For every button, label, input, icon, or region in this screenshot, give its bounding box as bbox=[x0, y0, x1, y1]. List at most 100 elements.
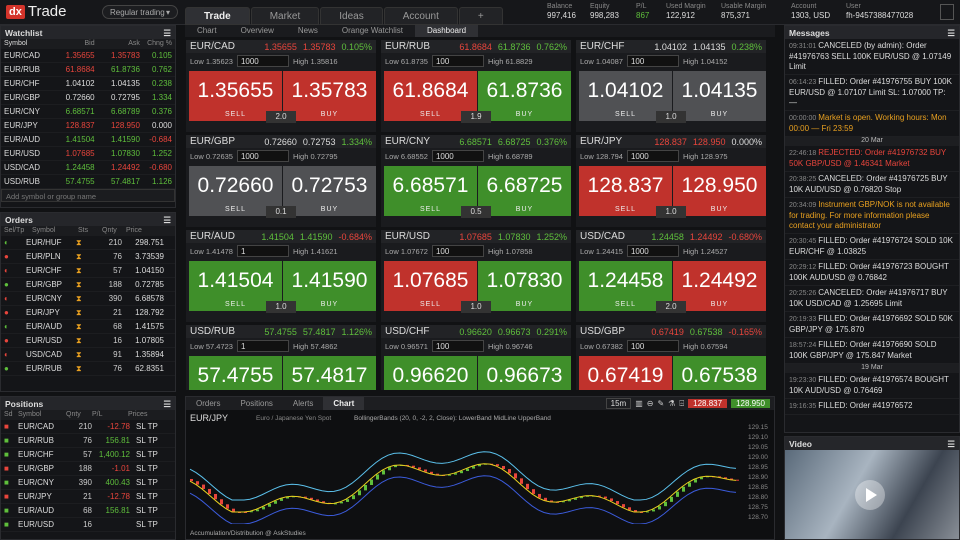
sub-tab-news[interactable]: News bbox=[297, 26, 318, 35]
menu-icon[interactable]: ☰ bbox=[163, 215, 171, 225]
order-row[interactable]: ● EUR/PLN ⧗ 76 3.73539 bbox=[1, 250, 175, 264]
candle-type-icon[interactable]: ▥ bbox=[635, 399, 643, 408]
buy-button[interactable]: 0.67538BUY bbox=[673, 356, 766, 390]
message-item[interactable]: 20:29:12 FILLED: Order #41976723 BOUGHT … bbox=[785, 260, 959, 286]
window-icon[interactable] bbox=[940, 4, 954, 20]
menu-icon[interactable]: ☰ bbox=[947, 439, 955, 449]
watchlist-row[interactable]: EUR/RUB 61.8684 61.8736 0.762 bbox=[1, 63, 175, 77]
amount-select[interactable]: 100 bbox=[431, 340, 484, 352]
position-row[interactable]: ■ EUR/GBP 188 -1.01 SL TP bbox=[1, 462, 175, 476]
main-tab-add[interactable]: + bbox=[458, 7, 503, 25]
add-symbol-input[interactable]: Add symbol or group name bbox=[1, 189, 175, 202]
watchlist-row[interactable]: EUR/CHF 1.04102 1.04135 0.238 bbox=[1, 77, 175, 91]
sell-button[interactable]: 0.67419SELL bbox=[579, 356, 672, 390]
position-row[interactable]: ■ EUR/CHF 57 1,400.12 SL TP bbox=[1, 448, 175, 462]
order-row[interactable]: ◐ EUR/CNY ⧗ 390 6.68578 bbox=[1, 292, 175, 306]
watchlist-row[interactable]: EUR/CAD 1.35655 1.35783 0.105 bbox=[1, 49, 175, 63]
position-row[interactable]: ■ EUR/RUB 76 156.81 SL TP bbox=[1, 434, 175, 448]
order-row[interactable]: ◐ EUR/CHF ⧗ 57 1.04150 bbox=[1, 264, 175, 278]
main-tab-market[interactable]: Market bbox=[250, 7, 320, 25]
sl-tp-buttons[interactable]: SL TP bbox=[136, 478, 158, 487]
sell-button[interactable]: 57.4755SELL bbox=[189, 356, 282, 390]
watchlist-row[interactable]: EUR/AUD 1.41504 1.41590 -0.684 bbox=[1, 133, 175, 147]
sl-tp-buttons[interactable]: SL TP bbox=[136, 450, 158, 459]
sub-tab-dashboard[interactable]: Dashboard bbox=[414, 25, 479, 37]
amount-select[interactable]: 1 bbox=[236, 245, 289, 257]
main-tab-account[interactable]: Account bbox=[383, 7, 458, 25]
sl-tp-buttons[interactable]: SL TP bbox=[136, 492, 158, 501]
menu-icon[interactable]: ☰ bbox=[163, 399, 171, 409]
buy-button[interactable]: 1.41590 BUY bbox=[283, 261, 376, 311]
position-row[interactable]: ■ EUR/CAD 210 -12.78 SL TP bbox=[1, 420, 175, 434]
sell-button[interactable]: 0.96620SELL bbox=[384, 356, 477, 390]
watchlist-row[interactable]: EUR/JPY 128.837 128.950 0.000 bbox=[1, 119, 175, 133]
message-item[interactable]: 18:57:24 FILLED: Order #41976690 SOLD 10… bbox=[785, 338, 959, 364]
message-item[interactable]: 20:25:26 CANCELED: Order #41976717 BUY 1… bbox=[785, 286, 959, 312]
sl-tp-buttons[interactable]: SL TP bbox=[136, 506, 158, 515]
sl-tp-buttons[interactable]: SL TP bbox=[136, 436, 158, 445]
buy-button[interactable]: 0.72753 BUY bbox=[283, 166, 376, 216]
amount-select[interactable]: 100 bbox=[431, 55, 484, 67]
chart-buy-button[interactable]: 128.950 bbox=[731, 399, 770, 408]
buy-button[interactable]: 0.96673BUY bbox=[478, 356, 571, 390]
indicator-icon[interactable]: ⊖ bbox=[646, 399, 654, 408]
message-item[interactable]: 09:31:01 CANCELED (by admin): Order #419… bbox=[785, 39, 959, 75]
message-item[interactable]: 22:46:18 REJECTED: Order #41976732 BUY 5… bbox=[785, 146, 959, 172]
sub-tab-overview[interactable]: Overview bbox=[240, 26, 274, 35]
menu-icon[interactable]: ☰ bbox=[947, 28, 955, 38]
order-row[interactable]: ● EUR/GBP ⧗ 188 0.72785 bbox=[1, 278, 175, 292]
order-row[interactable]: ◐ USD/CAD ⧗ 91 1.35894 bbox=[1, 348, 175, 362]
buy-button[interactable]: 1.24492 BUY bbox=[673, 261, 766, 311]
sell-button[interactable]: 1.07685 SELL bbox=[384, 261, 477, 311]
flask-icon[interactable]: ⚗ bbox=[668, 399, 676, 408]
amount-select[interactable]: 1000 bbox=[626, 245, 679, 257]
position-row[interactable]: ■ EUR/JPY 21 -12.78 SL TP bbox=[1, 490, 175, 504]
message-item[interactable]: 20:38:25 CANCELED: Order #41976725 BUY 1… bbox=[785, 172, 959, 198]
sl-tp-buttons[interactable]: SL TP bbox=[136, 422, 158, 431]
interval-select[interactable]: 15m bbox=[605, 398, 632, 409]
watchlist-row[interactable]: EUR/CNY 6.68571 6.68789 0.376 bbox=[1, 105, 175, 119]
chart-area[interactable]: EUR/JPY Euro / Japanese Yen Spot Bolling… bbox=[186, 410, 774, 539]
trading-mode-select[interactable]: Regular trading ▾ bbox=[102, 5, 178, 19]
message-item[interactable]: 19:23:30 FILLED: Order #41976574 BOUGHT … bbox=[785, 373, 959, 399]
order-row[interactable]: ◐ EUR/AUD ⧗ 68 1.41575 bbox=[1, 320, 175, 334]
position-row[interactable]: ■ EUR/USD 16 SL TP bbox=[1, 518, 175, 532]
play-icon[interactable] bbox=[855, 480, 885, 510]
buy-button[interactable]: 1.07830 BUY bbox=[478, 261, 571, 311]
camera-icon[interactable]: ⌹ bbox=[679, 398, 685, 408]
main-tab-ideas[interactable]: Ideas bbox=[320, 7, 383, 25]
order-row[interactable]: ● EUR/USD ⧗ 16 1.07805 bbox=[1, 334, 175, 348]
draw-icon[interactable]: ✎ bbox=[657, 399, 665, 408]
menu-icon[interactable]: ☰ bbox=[163, 28, 171, 38]
chart-tab-chart[interactable]: Chart bbox=[323, 397, 365, 410]
order-row[interactable]: ● EUR/JPY ⧗ 21 128.792 bbox=[1, 306, 175, 320]
order-row[interactable]: ● EUR/RUB ⧗ 76 62.8351 bbox=[1, 362, 175, 376]
sl-tp-buttons[interactable]: SL TP bbox=[136, 520, 158, 529]
buy-button[interactable]: 61.8736 BUY bbox=[478, 71, 571, 121]
video-player[interactable] bbox=[785, 450, 959, 539]
amount-select[interactable]: 1000 bbox=[236, 150, 289, 162]
message-item[interactable]: 19:16:35 FILLED: Order #41976572 bbox=[785, 399, 959, 415]
chart-sell-button[interactable]: 128.837 bbox=[688, 399, 728, 408]
chart-tab-positions[interactable]: Positions bbox=[240, 399, 273, 408]
position-row[interactable]: ■ EUR/AUD 68 156.81 SL TP bbox=[1, 504, 175, 518]
amount-select[interactable]: 100 bbox=[626, 55, 679, 67]
buy-button[interactable]: 57.4817BUY bbox=[283, 356, 376, 390]
amount-select[interactable]: 1000 bbox=[431, 150, 484, 162]
watchlist-row[interactable]: USD/CAD 1.24458 1.24492 -0.680 bbox=[1, 161, 175, 175]
position-row[interactable]: ■ EUR/CNY 390 400.43 SL TP bbox=[1, 476, 175, 490]
sl-tp-buttons[interactable]: SL TP bbox=[136, 464, 158, 473]
sub-tab-orange-watchlist[interactable]: Orange Watchlist bbox=[341, 26, 403, 35]
message-item[interactable]: 20:30:45 FILLED: Order #41976724 SOLD 10… bbox=[785, 234, 959, 260]
sell-button[interactable]: 0.72660 SELL bbox=[189, 166, 282, 216]
buy-button[interactable]: 128.950 BUY bbox=[673, 166, 766, 216]
watchlist-row[interactable]: EUR/USD 1.07685 1.07830 1.252 bbox=[1, 147, 175, 161]
amount-select[interactable]: 1 bbox=[236, 340, 289, 352]
order-row[interactable]: ◐ EUR/HUF ⧗ 210 298.751 bbox=[1, 236, 175, 250]
watchlist-row[interactable]: EUR/GBP 0.72660 0.72795 1.334 bbox=[1, 91, 175, 105]
watchlist-row[interactable]: USD/RUB 57.4755 57.4817 1.126 bbox=[1, 175, 175, 189]
buy-button[interactable]: 1.04135 BUY bbox=[673, 71, 766, 121]
amount-select[interactable]: 100 bbox=[431, 245, 484, 257]
message-item[interactable]: 06:14:23 FILLED: Order #41976755 BUY 100… bbox=[785, 75, 959, 111]
main-tab-trade[interactable]: Trade bbox=[185, 7, 250, 25]
